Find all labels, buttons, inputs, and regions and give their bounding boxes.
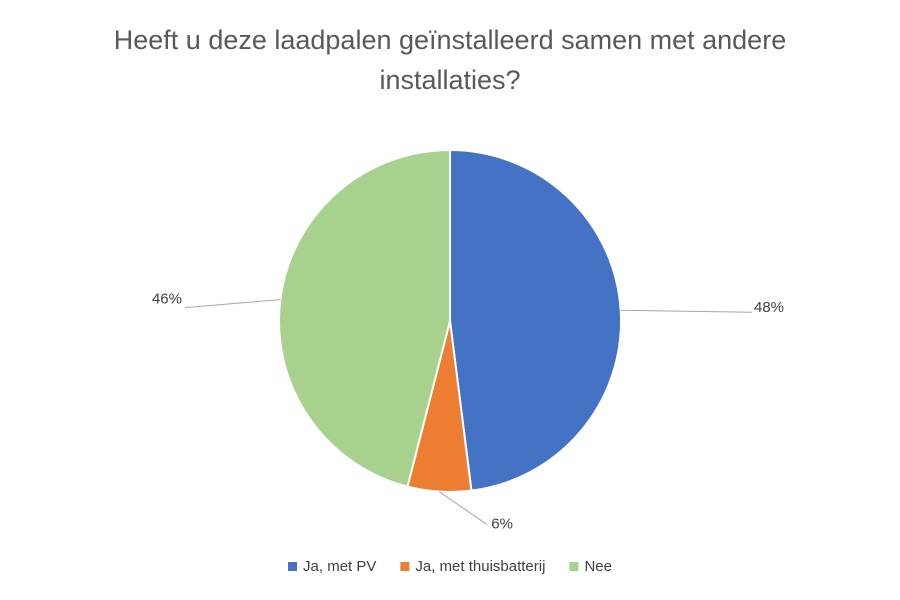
legend-label: Ja, met PV	[303, 558, 376, 575]
data-label: 6%	[491, 516, 513, 533]
pie-slice	[449, 148, 623, 492]
data-label: 48%	[754, 299, 784, 316]
leader-line	[184, 299, 281, 309]
leader-line	[620, 309, 753, 313]
legend-swatch	[400, 562, 410, 571]
legend-swatch	[288, 562, 298, 571]
legend-label: Nee	[584, 558, 612, 575]
leader-line	[438, 491, 488, 526]
legend-swatch	[569, 562, 579, 571]
legend-label: Ja, met thuisbatterij	[415, 558, 545, 575]
chart-title: Heeft u deze laadpalen geïnstalleerd sam…	[113, 25, 787, 95]
data-label: 46%	[152, 291, 182, 308]
